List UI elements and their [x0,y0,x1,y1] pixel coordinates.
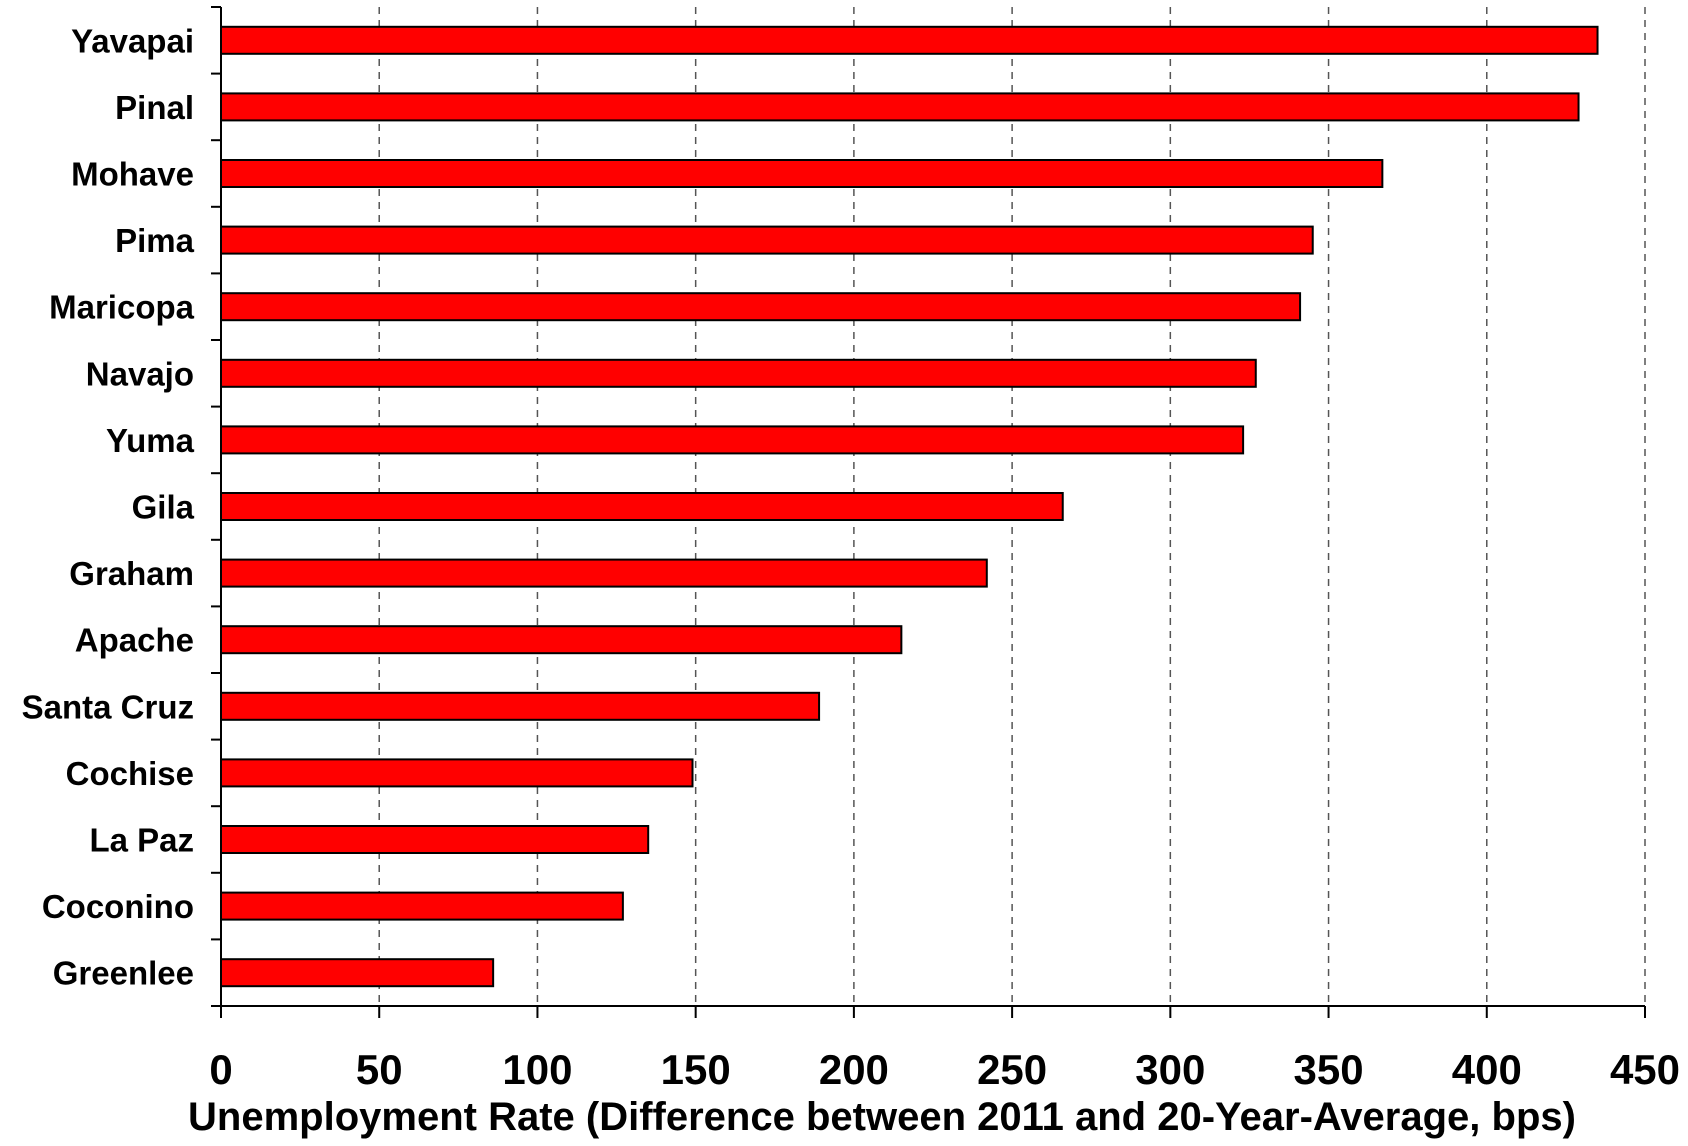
x-tick-label: 200 [819,1046,889,1093]
category-label: Pima [115,222,195,259]
x-tick-label: 450 [1610,1046,1680,1093]
category-label: Santa Cruz [22,688,194,725]
bar-gila [220,492,1064,521]
bar-navajo [220,358,1257,388]
x-axis-title: Unemployment Rate (Difference between 20… [188,1095,1576,1139]
bar-mohave [220,159,1384,188]
category-label: Yuma [106,422,195,459]
category-label: Greenlee [53,955,194,992]
bar-yavapai [220,25,1599,55]
category-label: Pinal [115,89,194,126]
bars [220,25,1599,988]
axes [211,6,1646,1018]
x-tick-label: 100 [502,1046,572,1093]
x-tick-label: 150 [661,1046,731,1093]
category-label: La Paz [89,822,194,859]
category-label: Graham [69,555,194,592]
category-label: Maricopa [49,289,195,326]
bar-la-paz [220,825,650,854]
category-label: Gila [132,489,195,526]
category-label: Yavapai [71,22,194,59]
bar-pinal [220,92,1580,122]
x-tick-label: 50 [356,1046,403,1093]
x-tick-label: 350 [1294,1046,1364,1093]
bar-yuma [220,425,1245,455]
bar-cochise [220,758,694,788]
category-label: Mohave [71,156,194,193]
category-label: Apache [75,622,194,659]
bar-greenlee [220,958,495,988]
labels: Yavapai Pinal Mohave Pima Maricopa Navajo Yuma… [22,22,1680,1093]
category-label: Cochise [66,755,194,792]
category-label: Navajo [86,355,194,392]
bar-graham [220,558,988,588]
bar-santa-cruz [220,691,821,721]
bar-maricopa [220,292,1302,322]
category-label: Coconino [42,888,194,925]
bar-coconino [220,891,624,921]
bar-pima [220,225,1314,255]
x-tick-label: 300 [1135,1046,1205,1093]
bar-apache [220,625,903,655]
x-tick-label: 0 [209,1046,232,1093]
x-tick-label: 400 [1452,1046,1522,1093]
x-tick-label: 250 [977,1046,1047,1093]
